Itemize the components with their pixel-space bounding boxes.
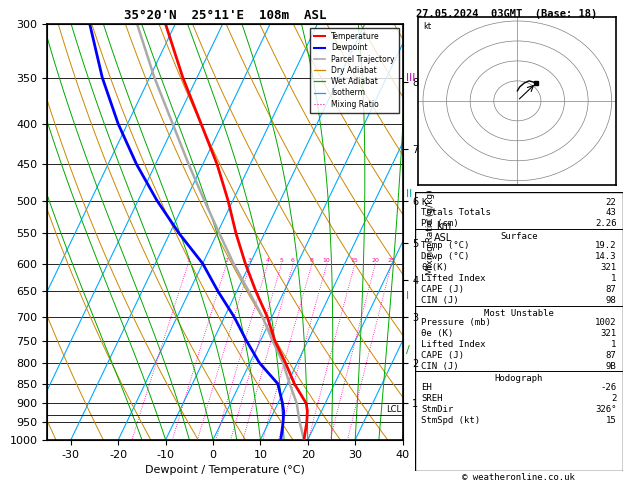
Text: 9B: 9B bbox=[606, 362, 616, 371]
Text: 321: 321 bbox=[600, 263, 616, 272]
Text: CIN (J): CIN (J) bbox=[421, 362, 459, 371]
Text: 8: 8 bbox=[309, 259, 314, 263]
Text: 6: 6 bbox=[291, 259, 295, 263]
Title: 35°20'N  25°11'E  108m  ASL: 35°20'N 25°11'E 108m ASL bbox=[124, 9, 326, 22]
Text: 3: 3 bbox=[248, 259, 252, 263]
Text: LCL: LCL bbox=[386, 404, 401, 414]
Text: Temp (°C): Temp (°C) bbox=[421, 241, 470, 250]
Text: 87: 87 bbox=[606, 351, 616, 360]
Text: 22: 22 bbox=[606, 197, 616, 207]
Y-axis label: hPa: hPa bbox=[0, 219, 1, 232]
Text: 4: 4 bbox=[265, 259, 269, 263]
Text: 15: 15 bbox=[351, 259, 359, 263]
Text: 20: 20 bbox=[371, 259, 379, 263]
Text: 15: 15 bbox=[606, 416, 616, 425]
Text: 2: 2 bbox=[224, 259, 228, 263]
Text: 1: 1 bbox=[611, 340, 616, 349]
Text: K: K bbox=[421, 197, 426, 207]
Text: Hodograph: Hodograph bbox=[495, 374, 543, 383]
Y-axis label: km
ASL: km ASL bbox=[435, 221, 453, 243]
Text: Surface: Surface bbox=[500, 232, 538, 241]
Text: kt: kt bbox=[423, 22, 431, 31]
Text: 1: 1 bbox=[186, 259, 190, 263]
Text: 27.05.2024  03GMT  (Base: 18): 27.05.2024 03GMT (Base: 18) bbox=[416, 9, 598, 19]
Text: © weatheronline.co.uk: © weatheronline.co.uk bbox=[462, 473, 576, 482]
Text: θe (K): θe (K) bbox=[421, 329, 454, 338]
Text: -26: -26 bbox=[600, 383, 616, 393]
Text: 43: 43 bbox=[606, 208, 616, 218]
Text: Most Unstable: Most Unstable bbox=[484, 309, 554, 317]
Text: CIN (J): CIN (J) bbox=[421, 296, 459, 305]
Text: StmDir: StmDir bbox=[421, 405, 454, 415]
Text: 10: 10 bbox=[323, 259, 330, 263]
Text: StmSpd (kt): StmSpd (kt) bbox=[421, 416, 481, 425]
Text: 321: 321 bbox=[600, 329, 616, 338]
Text: 98: 98 bbox=[606, 296, 616, 305]
Text: CAPE (J): CAPE (J) bbox=[421, 285, 464, 294]
Text: l: l bbox=[406, 292, 409, 301]
Text: 87: 87 bbox=[606, 285, 616, 294]
Text: Dewp (°C): Dewp (°C) bbox=[421, 252, 470, 261]
Text: CAPE (J): CAPE (J) bbox=[421, 351, 464, 360]
Text: Lifted Index: Lifted Index bbox=[421, 274, 486, 283]
Text: 5: 5 bbox=[279, 259, 283, 263]
Text: ll: ll bbox=[406, 189, 412, 199]
Text: Mixing Ratio (g/kg): Mixing Ratio (g/kg) bbox=[426, 189, 435, 275]
Text: Lifted Index: Lifted Index bbox=[421, 340, 486, 349]
Text: 25: 25 bbox=[387, 259, 395, 263]
Text: Totals Totals: Totals Totals bbox=[421, 208, 491, 218]
Text: 2.26: 2.26 bbox=[595, 220, 616, 228]
Text: 1002: 1002 bbox=[595, 318, 616, 327]
Text: SREH: SREH bbox=[421, 395, 443, 403]
Text: 19.2: 19.2 bbox=[595, 241, 616, 250]
Text: /: / bbox=[406, 345, 409, 355]
Text: θe(K): θe(K) bbox=[421, 263, 448, 272]
Text: Pressure (mb): Pressure (mb) bbox=[421, 318, 491, 327]
Text: EH: EH bbox=[421, 383, 432, 393]
Text: lll: lll bbox=[406, 72, 415, 83]
Text: 1: 1 bbox=[611, 274, 616, 283]
Text: PW (cm): PW (cm) bbox=[421, 220, 459, 228]
Text: 2: 2 bbox=[611, 395, 616, 403]
Text: 14.3: 14.3 bbox=[595, 252, 616, 261]
X-axis label: Dewpoint / Temperature (°C): Dewpoint / Temperature (°C) bbox=[145, 465, 305, 475]
Legend: Temperature, Dewpoint, Parcel Trajectory, Dry Adiabat, Wet Adiabat, Isotherm, Mi: Temperature, Dewpoint, Parcel Trajectory… bbox=[310, 28, 399, 112]
Text: 326°: 326° bbox=[595, 405, 616, 415]
